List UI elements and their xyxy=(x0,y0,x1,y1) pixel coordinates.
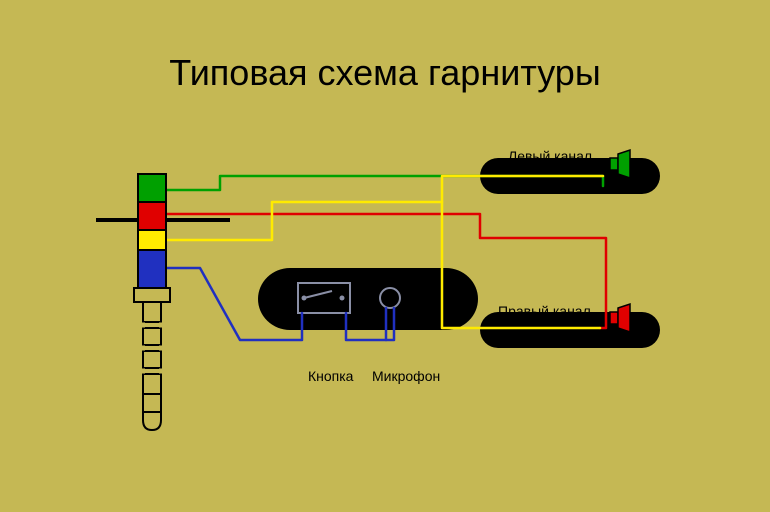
label-button: Кнопка xyxy=(308,368,353,384)
label-left-channel: Левый канал xyxy=(508,148,592,164)
diagram-canvas: Типовая схема гарнитуры Левый канал Прав… xyxy=(0,0,770,512)
label-microphone: Микрофон xyxy=(372,368,440,384)
label-right-channel: Правый канал xyxy=(498,303,591,319)
diagram-title: Типовая схема гарнитуры xyxy=(0,52,770,94)
